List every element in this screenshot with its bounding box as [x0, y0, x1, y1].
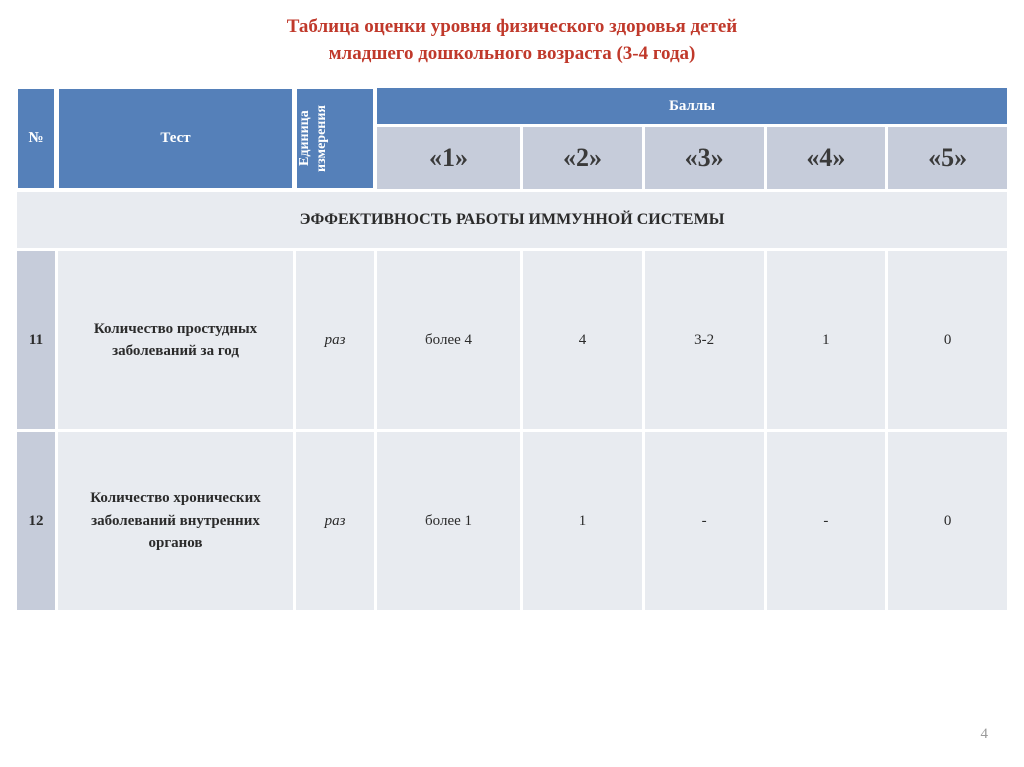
row-num: 11 [17, 251, 55, 429]
page-title: Таблица оценки уровня физического здоров… [0, 0, 1024, 85]
title-line-2: младшего дошкольного возраста (3-4 года) [0, 41, 1024, 68]
col-header-num: № [17, 88, 55, 189]
row-test: Количество простудных заболеваний за год [58, 251, 293, 429]
row-cell: 1 [523, 432, 642, 610]
unit-line-1: Единица [297, 111, 312, 167]
row-cell: 0 [888, 432, 1007, 610]
row-cell: более 1 [377, 432, 520, 610]
col-header-score-3: «3» [645, 127, 764, 189]
table-row: 11 Количество простудных заболеваний за … [17, 251, 1007, 429]
col-header-scores-title: Баллы [377, 88, 1007, 124]
section-title: ЭФФЕКТИВНОСТЬ РАБОТЫ ИММУННОЙ СИСТЕМЫ [17, 192, 1007, 248]
col-header-unit: Единица измерения [296, 88, 374, 189]
row-unit: раз [296, 432, 374, 610]
section-row: ЭФФЕКТИВНОСТЬ РАБОТЫ ИММУННОЙ СИСТЕМЫ [17, 192, 1007, 248]
row-cell: - [645, 432, 764, 610]
col-header-test: Тест [58, 88, 293, 189]
row-test: Количество хронических заболеваний внутр… [58, 432, 293, 610]
row-num: 12 [17, 432, 55, 610]
row-cell: 1 [767, 251, 886, 429]
row-cell: более 4 [377, 251, 520, 429]
col-header-score-4: «4» [767, 127, 886, 189]
row-cell: 4 [523, 251, 642, 429]
page-number: 4 [981, 726, 989, 743]
col-header-score-1: «1» [377, 127, 520, 189]
row-cell: 0 [888, 251, 1007, 429]
assessment-table-wrap: № Тест Единица измерения Баллы «1» «2» «… [14, 85, 1010, 613]
table-row: 12 Количество хронических заболеваний вн… [17, 432, 1007, 610]
header-row-1: № Тест Единица измерения Баллы [17, 88, 1007, 124]
title-line-1: Таблица оценки уровня физического здоров… [0, 14, 1024, 41]
row-cell: - [767, 432, 886, 610]
row-cell: 3-2 [645, 251, 764, 429]
unit-line-2: измерения [314, 105, 329, 172]
row-unit: раз [296, 251, 374, 429]
assessment-table: № Тест Единица измерения Баллы «1» «2» «… [14, 85, 1010, 613]
col-header-score-2: «2» [523, 127, 642, 189]
col-header-score-5: «5» [888, 127, 1007, 189]
